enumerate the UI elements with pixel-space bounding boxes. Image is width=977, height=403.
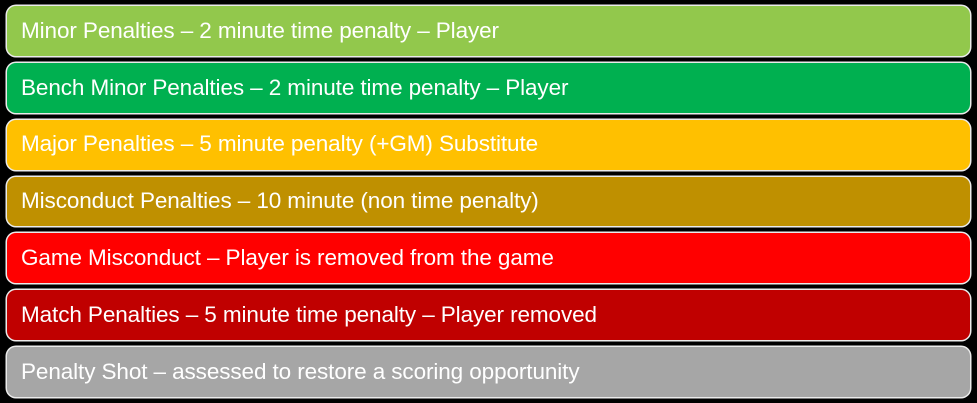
penalty-row-label: Penalty Shot – assessed to restore a sco… bbox=[21, 358, 580, 384]
penalty-row-minor-penalties: Minor Penalties – 2 minute time penalty … bbox=[7, 6, 970, 56]
penalty-row-major-penalties: Major Penalties – 5 minute penalty (+GM)… bbox=[7, 119, 970, 170]
penalty-row-label: Game Misconduct – Player is removed from… bbox=[21, 245, 554, 271]
penalty-row-label: Match Penalties – 5 minute time penalty … bbox=[21, 301, 597, 327]
penalty-row-label: Major Penalties – 5 minute penalty (+GM)… bbox=[21, 131, 539, 157]
penalty-row-penalty-shot: Penalty Shot – assessed to restore a sco… bbox=[7, 347, 970, 398]
penalty-row-misconduct-penalties: Misconduct Penalties – 10 minute (non ti… bbox=[7, 176, 970, 227]
penalty-row-match-penalties: Match Penalties – 5 minute time penalty … bbox=[7, 290, 970, 341]
penalty-row-label: Misconduct Penalties – 10 minute (non ti… bbox=[21, 188, 539, 214]
penalty-row-bench-minor-penalties: Bench Minor Penalties – 2 minute time pe… bbox=[7, 62, 970, 113]
penalty-row-label: Minor Penalties – 2 minute time penalty … bbox=[21, 17, 499, 43]
penalty-row-label: Bench Minor Penalties – 2 minute time pe… bbox=[21, 74, 569, 100]
penalty-row-game-misconduct: Game Misconduct – Player is removed from… bbox=[7, 233, 970, 284]
